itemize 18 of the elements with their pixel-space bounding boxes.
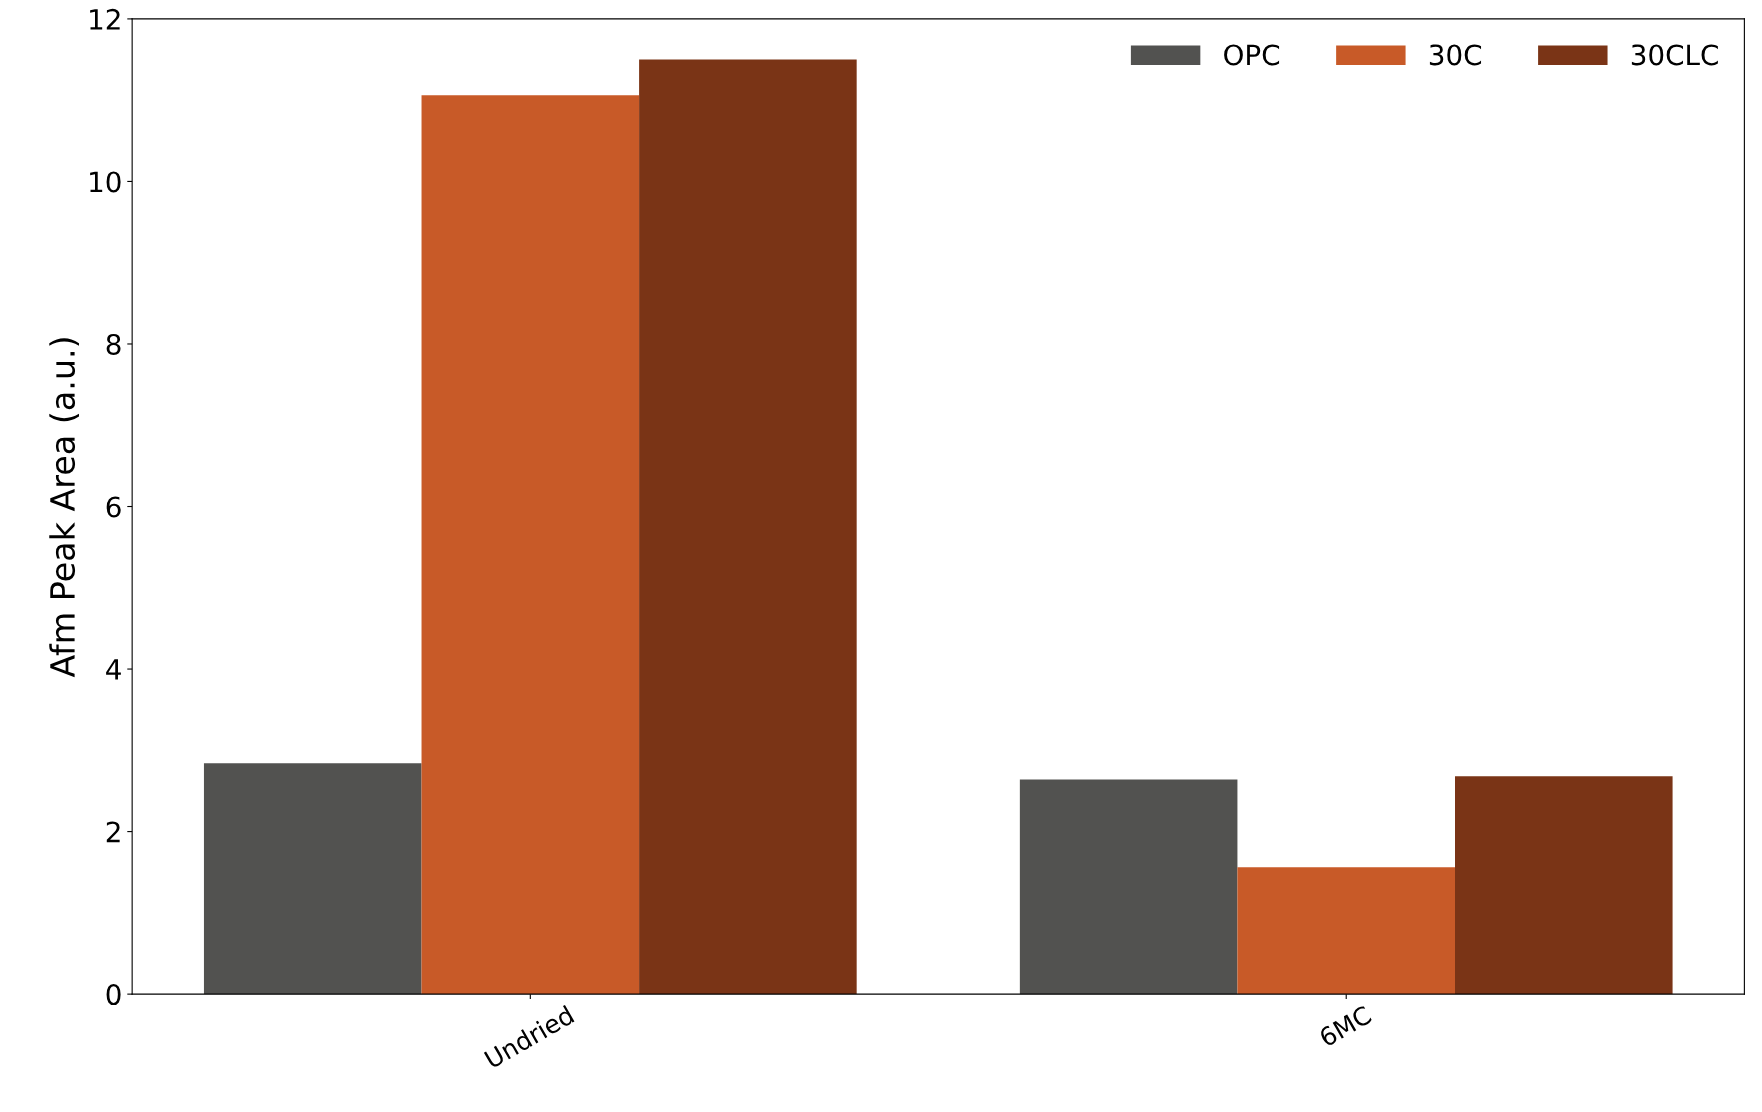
legend-label: 30CLC bbox=[1631, 44, 1718, 66]
y-tick-label: 6 bbox=[106, 496, 121, 518]
bar bbox=[639, 59, 857, 995]
y-tick-label: 8 bbox=[106, 333, 121, 355]
bar bbox=[421, 95, 640, 995]
y-tick-label: 2 bbox=[106, 821, 120, 843]
y-tick-label: 12 bbox=[90, 8, 120, 30]
y-tick-label: 4 bbox=[106, 659, 121, 680]
y-tick-label: 0 bbox=[106, 984, 121, 1006]
bar bbox=[203, 763, 422, 995]
x-tick-label: 6MC bbox=[1318, 1004, 1373, 1048]
y-axis-title: Afm Peak Area (a.u.) bbox=[49, 338, 79, 678]
bar bbox=[1455, 776, 1673, 995]
legend-label: 30C bbox=[1429, 44, 1482, 66]
y-tick-label: 10 bbox=[90, 171, 121, 193]
bar bbox=[1237, 867, 1456, 995]
bar bbox=[1019, 779, 1238, 995]
legend-label: OPC bbox=[1224, 44, 1280, 66]
